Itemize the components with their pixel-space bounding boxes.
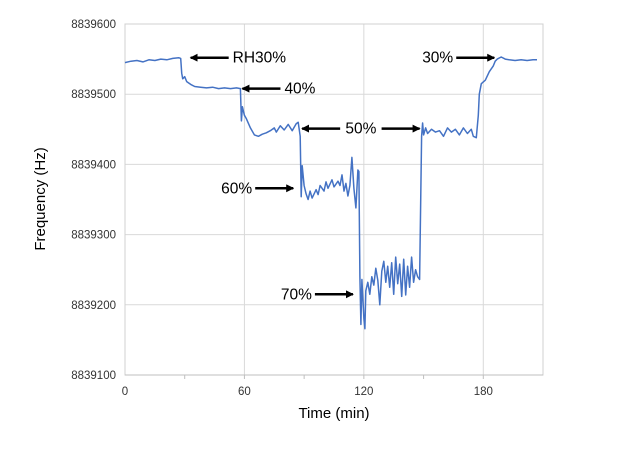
annotation: 30%: [422, 50, 496, 67]
annotation-label: 50%: [345, 121, 376, 138]
annotation-label: 30%: [422, 50, 453, 67]
y-tick-label: 8839500: [71, 89, 116, 101]
annotation: 70%: [281, 286, 354, 303]
y-tick-label: 8839100: [71, 370, 116, 382]
x-tick-label: 120: [354, 386, 373, 398]
annotation-label: 60%: [221, 180, 252, 197]
annotation: RH30%: [189, 50, 287, 67]
x-tick-label: 180: [474, 386, 493, 398]
y-tick-label: 8839600: [71, 19, 116, 31]
y-tick-label: 8839300: [71, 230, 116, 242]
annotation: 40%: [241, 81, 316, 98]
annotation-label: 40%: [284, 81, 315, 98]
x-axis-title: Time (min): [298, 405, 369, 422]
annotation: 60%: [221, 180, 295, 197]
annotation: 50%: [301, 121, 421, 138]
annotation-label: RH30%: [233, 50, 287, 67]
y-tick-label: 8839200: [71, 300, 116, 312]
y-tick-label: 8839400: [71, 159, 116, 171]
y-axis-title: Frequency (Hz): [32, 147, 49, 250]
x-axis-ticks: 0 60 120 180: [122, 375, 493, 398]
plot-area-border: [124, 23, 544, 376]
annotation-label: 70%: [281, 286, 312, 303]
gridlines: [125, 23, 543, 376]
y-axis-ticks: 8839100 8839200 8839300 8839400 8839500 88396…: [71, 19, 116, 382]
x-tick-label: 0: [122, 386, 128, 398]
frequency-series-line: [124, 56, 537, 330]
annotations: RH30% 40% 50% 60% 70% 30%: [189, 50, 496, 303]
x-tick-label: 60: [238, 386, 251, 398]
